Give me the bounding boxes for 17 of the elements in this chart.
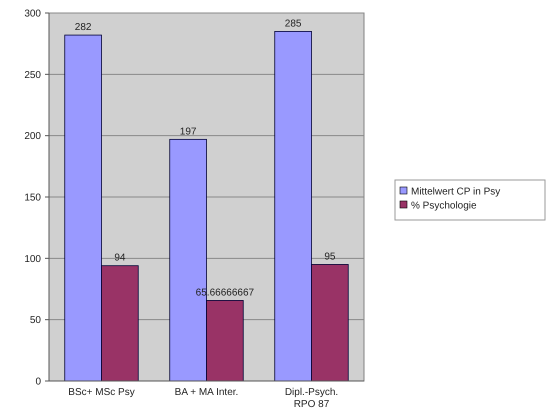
x-tick-label: BA + MA Inter.: [174, 387, 238, 398]
y-tick-label: 300: [24, 8, 42, 20]
data-label: 285: [284, 18, 302, 30]
x-tick-label: Dipl.-Psych. RPO 87: [284, 387, 338, 410]
data-label: 282: [74, 22, 92, 34]
x-tick-label: BSc+ MSc Psy: [68, 387, 135, 398]
y-tick-label: 0: [35, 376, 42, 388]
y-tick-label: 150: [24, 192, 42, 204]
legend-label: % Psychologie: [411, 200, 478, 212]
y-tick-label: 200: [24, 131, 42, 142]
y-tick-label: 100: [24, 254, 42, 265]
data-label: 94: [114, 252, 126, 264]
legend-label: Mittelwert CP in Psy: [411, 186, 500, 198]
y-tick-label: 250: [24, 70, 42, 81]
data-label: 197: [180, 126, 197, 138]
y-tick-label: 50: [30, 315, 42, 326]
data-label: 95: [324, 251, 336, 262]
